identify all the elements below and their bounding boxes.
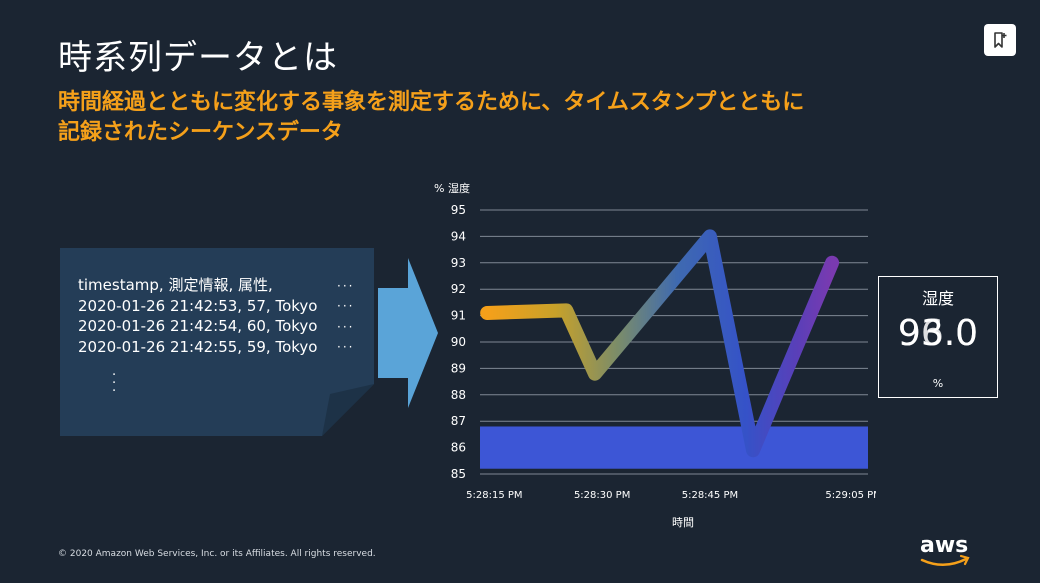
y-axis-label: % 湿度 xyxy=(434,181,470,195)
y-tick-label: 93 xyxy=(451,256,466,270)
note-line-3: 2020-01-26 21:42:55, 59, Tokyo xyxy=(78,337,318,356)
y-tick-label: 92 xyxy=(451,282,466,296)
aws-logo-text: aws xyxy=(920,533,968,558)
note-line-header: timestamp, 測定情報, 属性, xyxy=(78,276,273,294)
note-shape xyxy=(60,248,374,436)
note-lines: timestamp, 測定情報, 属性, 2020-01-26 21:42:53… xyxy=(78,275,317,357)
bookmark-add-button[interactable] xyxy=(984,24,1016,56)
note-line-2: 2020-01-26 21:42:54, 60, Tokyo xyxy=(78,317,318,335)
y-tick-label: 85 xyxy=(451,467,466,481)
x-tick-label: 5:28:30 PM xyxy=(574,490,630,501)
humidity-gauge: 湿度 93.0 96.0 % xyxy=(878,276,998,398)
slide-subtitle: 時間経過とともに変化する事象を測定するために、タイムスタンプとともに 記録された… xyxy=(58,88,978,148)
y-tick-label: 87 xyxy=(451,414,466,428)
flow-arrow-icon xyxy=(408,258,438,408)
subtitle-line-2: 記録されたシーケンスデータ xyxy=(58,120,343,145)
note-line-1: 2020-01-26 21:42:53, 57, Tokyo xyxy=(78,296,318,315)
continuation-dots: ··· xyxy=(337,299,355,313)
continuation-dots: ··· xyxy=(337,340,355,354)
aws-logo: aws xyxy=(920,533,970,566)
x-tick-label: 5:29:05 PM xyxy=(825,490,876,501)
continuation-dots: ··· xyxy=(337,279,355,293)
copyright-text: © 2020 Amazon Web Services, Inc. or its … xyxy=(58,549,376,559)
x-tick-label: 5:28:15 PM xyxy=(466,490,522,501)
gauge-value-current: 93.0 xyxy=(897,313,979,354)
bookmark-plus-icon xyxy=(994,32,1007,48)
arrow-shaft xyxy=(378,288,408,378)
x-axis-label: 時間 xyxy=(672,516,694,529)
gauge-unit: % xyxy=(932,377,944,390)
humidity-series-line xyxy=(480,229,840,458)
continuation-dots: ··· xyxy=(337,320,355,334)
gauge-label: 湿度 xyxy=(921,289,954,308)
data-record-note: timestamp, 測定情報, 属性, 2020-01-26 21:42:53… xyxy=(60,248,374,436)
y-tick-label: 95 xyxy=(451,203,466,217)
subtitle-line-1: 時間経過とともに変化する事象を測定するために、タイムスタンプとともに xyxy=(58,90,805,115)
slide-title: 時系列データとは xyxy=(58,38,338,78)
y-tick-label: 88 xyxy=(451,388,466,402)
humidity-chart: 85 86 87 88 89 90 91 92 93 94 95 5:28:15 PM 5:28:30… xyxy=(434,181,876,529)
y-tick-label: 90 xyxy=(451,335,466,349)
y-tick-label: 86 xyxy=(451,441,466,455)
y-tick-label: 91 xyxy=(451,309,466,323)
threshold-band xyxy=(480,426,868,469)
y-tick-label: 94 xyxy=(451,229,466,243)
vertical-ellipsis-icon: · · · xyxy=(112,368,117,399)
x-tick-label: 5:28:45 PM xyxy=(682,490,738,501)
y-tick-label: 89 xyxy=(451,361,466,375)
gauge-value-transition: 96.0 xyxy=(897,313,979,354)
